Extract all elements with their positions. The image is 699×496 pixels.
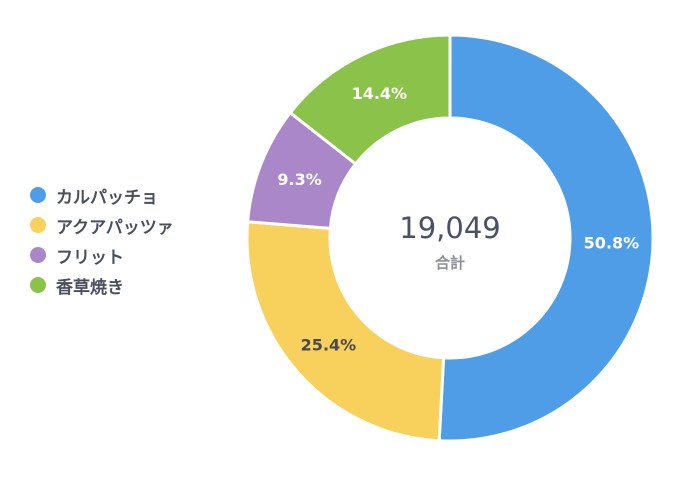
legend-label-acqua-pazza: アクアパッツァ [56, 217, 174, 238]
legend-item-carpaccio[interactable]: カルパッチョ [30, 184, 174, 208]
center-label: 合計 [434, 254, 465, 272]
slice-value-label-herb-grill: 14.4% [352, 84, 408, 103]
legend-label-carpaccio: カルパッチョ [56, 187, 158, 208]
legend-item-herb-grill[interactable]: 香草焼き [30, 274, 174, 298]
slice-value-label-fritto: 9.3% [277, 170, 321, 189]
legend-swatch-herb-grill [30, 277, 46, 293]
legend-item-fritto[interactable]: フリット [30, 244, 174, 268]
legend-label-fritto: フリット [56, 247, 124, 268]
center-total: 19,049 [399, 211, 500, 245]
slices-layer [245, 33, 655, 443]
slice-value-label-carpaccio: 50.8% [584, 233, 640, 252]
donut-slice-acqua-pazza[interactable] [245, 220, 446, 443]
legend-swatch-carpaccio [30, 187, 46, 203]
slice-value-label-acqua-pazza: 25.4% [301, 335, 357, 354]
donut-slice-herb-grill[interactable] [288, 33, 452, 167]
donut-slice-carpaccio[interactable] [437, 33, 655, 443]
legend-item-acqua-pazza[interactable]: アクアパッツァ [30, 214, 174, 238]
legend-swatch-acqua-pazza [30, 217, 46, 233]
legend-swatch-fritto [30, 247, 46, 263]
legend-label-herb-grill: 香草焼き [56, 277, 124, 298]
slice-labels-layer: 50.8% 25.4% 9.3% 14.4% [277, 84, 639, 355]
chart-legend: カルパッチョ アクアパッツァ フリット 香草焼き [30, 184, 174, 298]
